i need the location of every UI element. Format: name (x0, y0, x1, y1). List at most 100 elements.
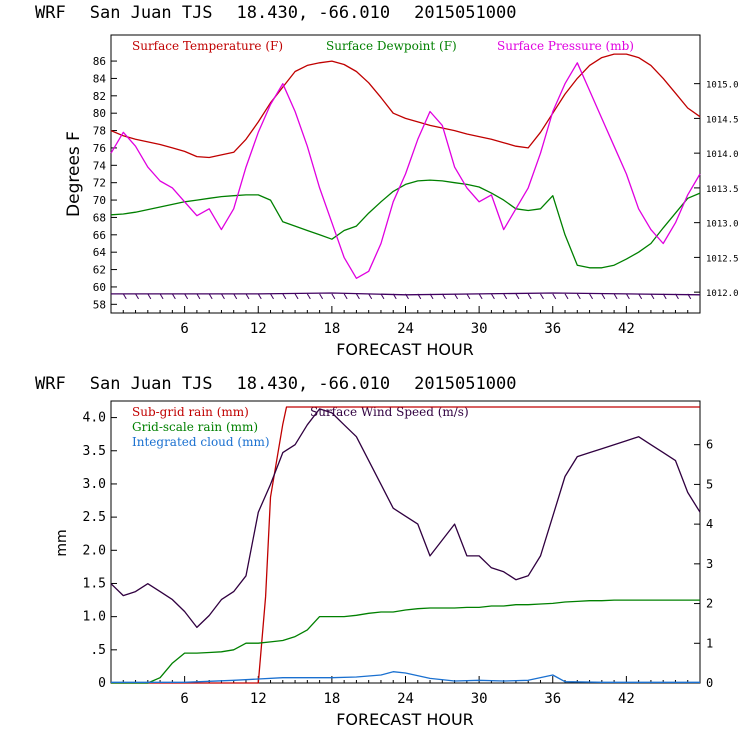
y-tick-label: 86 (93, 55, 106, 68)
wind-barb (490, 293, 495, 300)
x-tick-label: 12 (250, 691, 267, 707)
x-tick-label: 6 (180, 321, 188, 337)
header-init-time: 2015051000 (414, 3, 516, 23)
y-tick-label: 72 (93, 177, 106, 190)
wind-barb (368, 293, 373, 300)
wind-barb (171, 293, 176, 300)
legend-wind-speed: Surface Wind Speed (m/s) (310, 405, 469, 419)
y-tick-label: 60 (93, 281, 106, 294)
x-axis: 6 12 18 24 30 36 42 (122, 676, 689, 707)
chart-header: WRF San Juan TJS 18.430, -66.010 2015051000 (35, 3, 516, 23)
y-tick-label: 76 (93, 142, 106, 155)
wind-barb (282, 293, 287, 300)
y2-tick-label: 6 (706, 438, 713, 452)
wind-barb (540, 293, 544, 300)
x-tick-label: 36 (544, 321, 561, 337)
y2-tick-label: 1014.5 (706, 115, 739, 125)
y-tick-label: 80 (93, 107, 106, 120)
y-axis-label: mm (54, 529, 70, 556)
y-tick-label: 4.0 (83, 411, 106, 426)
legend-temperature: Surface Temperature (F) (132, 39, 283, 53)
x-tick-label: 42 (618, 691, 635, 707)
series-line-surface-dewpoint (110, 179, 701, 269)
wind-barb (687, 293, 692, 300)
x-axis-label: FORECAST HOUR (336, 710, 474, 729)
wind-barb (576, 293, 581, 300)
y2-tick-label: 1 (706, 636, 713, 650)
wind-barb (135, 293, 139, 300)
series-line-grid-scale-rain (111, 599, 700, 684)
wind-barb (515, 293, 520, 300)
series-line-surface-temperature (110, 53, 701, 159)
x-tick-label: 18 (323, 691, 340, 707)
y-tick-label: 70 (93, 194, 106, 207)
x-tick-label: 42 (618, 321, 635, 337)
wind-barb (478, 293, 483, 300)
wind-barb (184, 293, 189, 300)
y2-tick-label: 1013.0 (706, 220, 739, 230)
legend-pressure: Surface Pressure (mb) (497, 39, 634, 53)
wind-barb (343, 293, 348, 300)
left-axis: 58 60 62 64 66 68 70 72 74 76 78 80 82 84 86 (93, 55, 117, 311)
y2-tick-label: 0 (706, 676, 713, 690)
wind-barb (552, 293, 557, 300)
y2-tick-label: 1013.5 (706, 185, 739, 195)
wind-barb (196, 293, 201, 300)
series-line-sub-grid-rain (111, 406, 700, 684)
series-lines (110, 53, 701, 300)
legend-gridscale-rain: Grid-scale rain (mm) (132, 420, 258, 434)
wind-barb (245, 293, 250, 300)
header-model: WRF (35, 3, 66, 23)
x-tick-label: 6 (180, 691, 188, 707)
wind-barb (306, 293, 311, 300)
wind-barb (613, 293, 618, 300)
wind-barb (601, 293, 606, 300)
y-tick-label: 0 (98, 676, 106, 691)
series-line-surface-pressure (110, 62, 701, 279)
y-tick-label: 68 (93, 211, 106, 224)
series-line-integrated-cloud (111, 671, 700, 683)
y-tick-label: 1.0 (83, 610, 106, 625)
wind-barb (294, 293, 299, 300)
temperature-pressure-chart: WRF San Juan TJS 18.430, -66.010 2015051000… (35, 3, 739, 359)
header-init-time: 2015051000 (414, 374, 516, 394)
header-coords: 18.430, -66.010 (237, 3, 391, 23)
y-tick-label: 74 (93, 159, 107, 172)
y-tick-label: 84 (93, 72, 107, 85)
wind-barb (392, 293, 397, 300)
y-tick-label: 82 (93, 90, 106, 103)
series-line-surface-wind-speed (110, 408, 701, 629)
y2-tick-label: 1012.5 (706, 254, 739, 264)
wind-barb (147, 293, 152, 300)
wind-barb (270, 293, 274, 300)
y-tick-label: 64 (93, 246, 107, 259)
y2-tick-label: 1012.0 (706, 289, 739, 299)
wind-barb (675, 293, 679, 300)
y-tick-label: 2.5 (83, 510, 106, 525)
wind-barb (221, 293, 225, 300)
y2-tick-label: 2 (706, 597, 713, 611)
wind-barb (589, 293, 593, 300)
wind-barb (122, 293, 127, 300)
y2-tick-label: 5 (706, 477, 713, 491)
x-tick-label: 24 (397, 321, 414, 337)
wind-barb (405, 293, 409, 300)
header-coords: 18.430, -66.010 (237, 374, 391, 394)
wind-barb (417, 293, 422, 300)
y-tick-label: 1.5 (83, 576, 106, 591)
header-model: WRF (35, 374, 66, 394)
wind-barb (233, 293, 238, 300)
y2-tick-label: 1015.0 (706, 81, 739, 91)
x-tick-label: 30 (471, 691, 488, 707)
y-tick-label: 2.0 (83, 543, 106, 558)
y-axis-label: Degrees F (64, 131, 84, 217)
wind-barb (638, 293, 643, 300)
x-tick-label: 12 (250, 321, 267, 337)
wind-barb (503, 293, 508, 300)
legend-subgrid-rain: Sub-grid rain (mm) (132, 405, 249, 419)
y2-tick-label: 1014.0 (706, 150, 739, 160)
wind-barb (650, 293, 655, 300)
y-tick-label: 62 (93, 264, 106, 277)
rain-wind-chart: WRF San Juan TJS 18.430, -66.010 2015051000… (35, 374, 713, 729)
